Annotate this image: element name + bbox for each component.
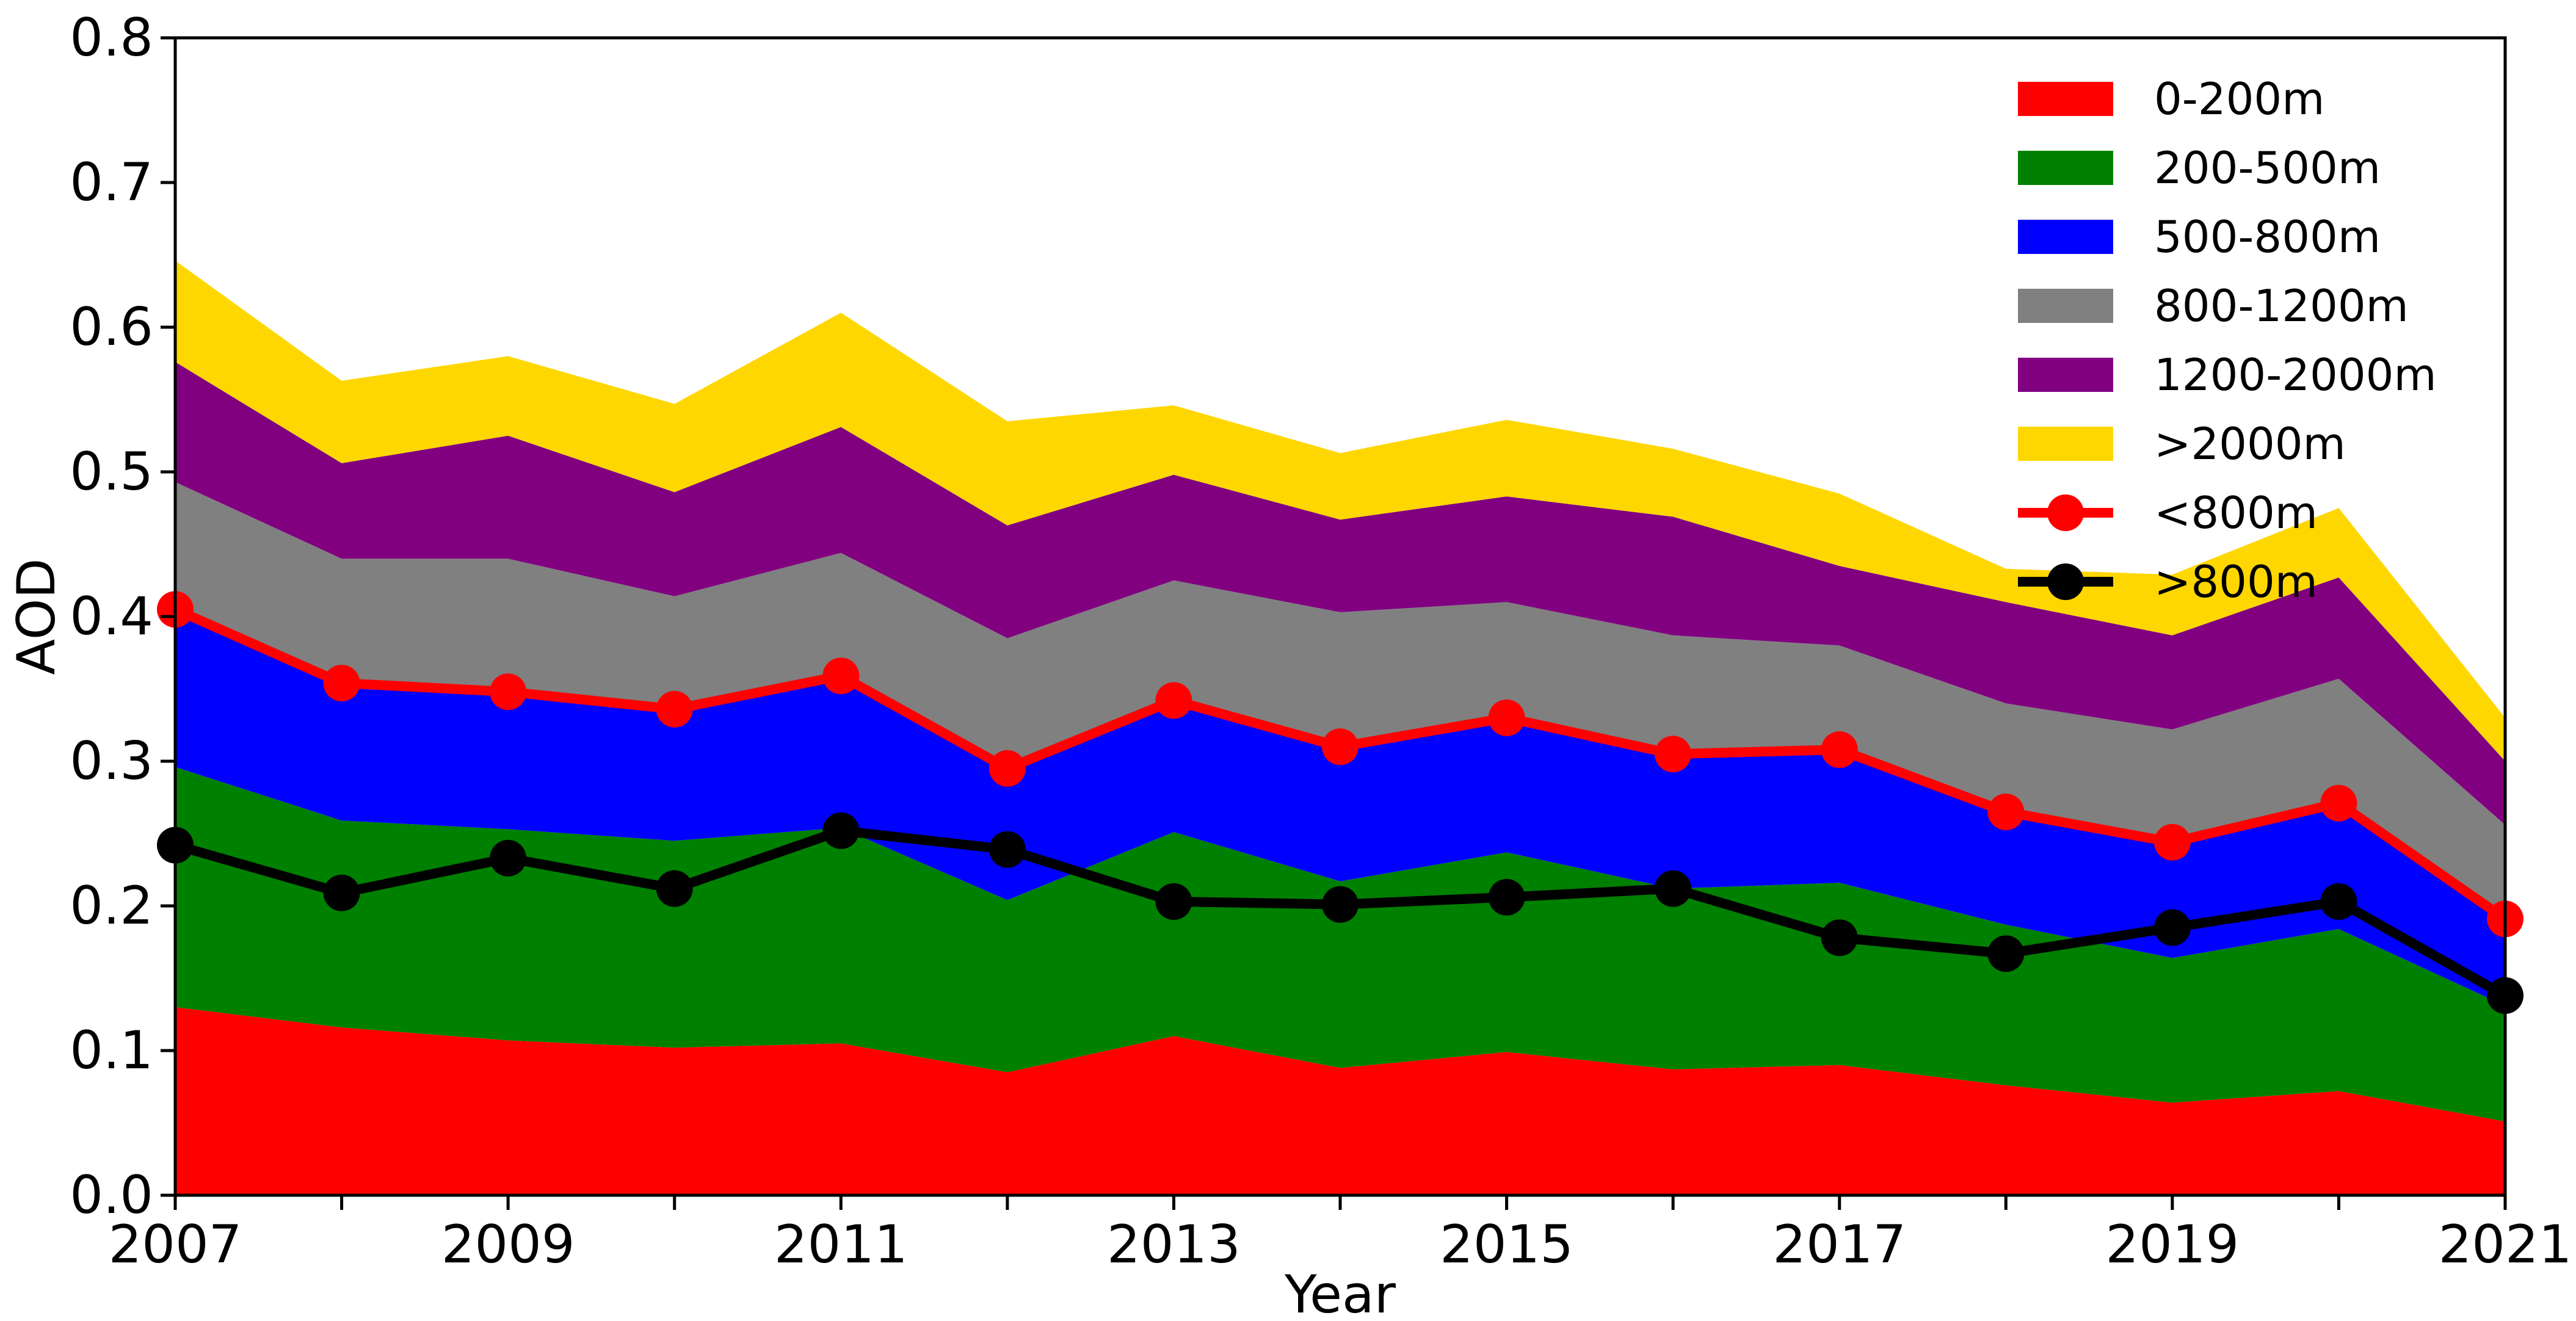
marker-above-800m-2012 — [989, 831, 1026, 868]
marker-below-800m-2020 — [2320, 784, 2357, 822]
marker-below-800m-2010 — [656, 690, 693, 728]
marker-below-800m-2009 — [490, 673, 527, 711]
y-tick-label: 0.7 — [70, 152, 153, 213]
marker-above-800m-2008 — [323, 874, 360, 911]
y-tick-label: 0.1 — [70, 1020, 153, 1081]
marker-above-800m-2016 — [1655, 870, 1692, 907]
marker-below-800m-2013 — [1155, 682, 1192, 719]
x-tick-label: 2021 — [2439, 1214, 2572, 1275]
marker-below-800m-2011 — [822, 657, 860, 695]
legend-label: 1200-2000m — [2154, 349, 2437, 400]
marker-below-800m-2019 — [2153, 823, 2191, 861]
y-tick-label: 0.2 — [70, 875, 153, 936]
marker-below-800m-2018 — [1987, 794, 2025, 830]
legend-swatch — [2018, 151, 2113, 185]
marker-below-800m-2014 — [1322, 728, 1359, 765]
marker-above-800m-2017 — [1821, 919, 1858, 957]
legend-label: >800m — [2154, 556, 2318, 607]
x-tick-label: 2009 — [441, 1214, 575, 1275]
marker-above-800m-2014 — [1322, 886, 1359, 923]
area-2000m — [175, 261, 2505, 761]
area-500-800m — [175, 609, 2505, 1006]
axes: 0.0 0.1 0.2 0.3 0.4 0.5 0.6 0.7 0.8 2007 2009 2011 2… — [6, 7, 2572, 1321]
area-800-1200m — [175, 482, 2505, 919]
marker-above-800m-2015 — [1488, 878, 1525, 916]
legend: 0-200m 200-500m 500-800m 800-1200m 1200-2000… — [2018, 73, 2437, 607]
legend-marker — [2047, 494, 2084, 531]
marker-above-800m-2013 — [1155, 883, 1192, 920]
line-series — [157, 591, 2523, 1014]
y-axis-label: AOD — [6, 558, 67, 675]
marker-above-800m-2019 — [2153, 909, 2191, 946]
x-tick-label: 2017 — [1772, 1214, 1906, 1275]
marker-above-800m-2009 — [490, 839, 527, 877]
x-tick-label: 2019 — [2105, 1214, 2239, 1275]
legend-swatch — [2018, 220, 2113, 254]
legend-swatch — [2018, 358, 2113, 392]
legend-marker — [2047, 563, 2084, 600]
marker-below-800m-2016 — [1655, 736, 1692, 773]
legend-label: 500-800m — [2154, 211, 2381, 262]
legend-label: 0-200m — [2154, 73, 2324, 125]
legend-label: 200-500m — [2154, 142, 2381, 194]
legend-swatch — [2018, 82, 2113, 116]
marker-below-800m-2017 — [1821, 731, 1858, 768]
x-tick-label: 2013 — [1107, 1214, 1241, 1275]
x-axis-label: Year — [1284, 1264, 1396, 1321]
stacked-areas — [175, 261, 2505, 1195]
area-0-200m — [175, 1007, 2505, 1195]
x-tick-label: 2015 — [1440, 1214, 1573, 1275]
legend-label: 800-1200m — [2154, 280, 2409, 331]
x-tick-label: 2011 — [774, 1214, 908, 1275]
legend-swatch — [2018, 427, 2113, 461]
legend-swatch — [2018, 289, 2113, 323]
legend-label: >2000m — [2154, 418, 2346, 469]
marker-above-800m-2020 — [2320, 883, 2357, 920]
legend-label: <800m — [2154, 487, 2318, 538]
marker-above-800m-2010 — [656, 870, 693, 907]
marker-below-800m-2012 — [989, 750, 1026, 787]
y-tick-label: 0.8 — [70, 7, 153, 68]
marker-above-800m-2018 — [1987, 935, 2025, 972]
y-tick-label: 0.4 — [70, 586, 153, 647]
marker-above-800m-2011 — [822, 812, 860, 849]
x-tick-label: 2007 — [109, 1214, 242, 1275]
marker-below-800m-2008 — [323, 665, 360, 701]
y-tick-label: 0.3 — [70, 731, 153, 792]
y-tick-label: 0.0 — [70, 1165, 153, 1226]
area-1200-2000m — [175, 361, 2505, 825]
y-tick-label: 0.6 — [70, 297, 153, 358]
y-tick-label: 0.5 — [70, 441, 153, 502]
marker-below-800m-2015 — [1488, 699, 1525, 736]
